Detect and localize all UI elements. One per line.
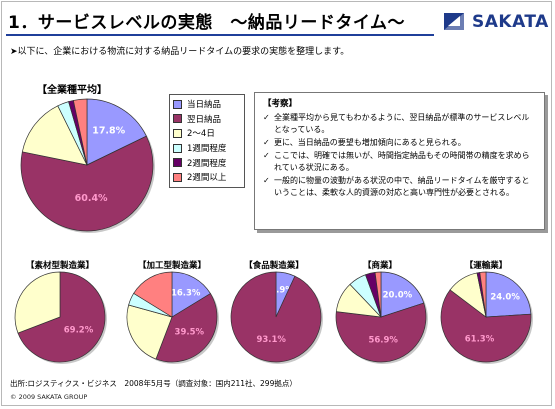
pie-slice — [171, 271, 211, 318]
legend-label: 当日納品 — [187, 100, 222, 111]
industry-label-materials: 【素材型製造業】 — [25, 261, 94, 271]
pie-slice — [440, 289, 532, 363]
note-text: 全業種平均から見てもわかるように、翌日納品が標準のサービスレベルとなっている。 — [274, 113, 530, 134]
chart-legend: 当日納品 翌日納品 2～4日 1週間程度 2週間程度 2週間以上 — [169, 94, 245, 188]
pie-slice — [133, 271, 173, 318]
pie-slice — [479, 271, 487, 318]
legend-label: 2週間以上 — [187, 173, 227, 184]
check-icon: ✓ — [263, 113, 270, 122]
pie-slice — [17, 271, 106, 363]
pie-slice — [230, 271, 322, 363]
pie-data-label: 39.5% — [175, 327, 205, 337]
industry-label-transport: 【運輸業】 — [464, 261, 508, 271]
pie-slice — [86, 98, 147, 166]
note-item: ✓ 全業種平均から見てもわかるように、翌日納品が標準のサービスレベルとなっている。 — [263, 112, 536, 136]
analysis-note-box: 【考察】 ✓ 全業種平均から見てもわかるように、翌日納品が標準のサービスレベルとな… — [254, 92, 545, 230]
pie-data-label: 56.9% — [368, 335, 398, 345]
industry-label-commerce: 【商業】 — [362, 261, 397, 271]
pie-data-label: 24.0% — [490, 293, 520, 303]
industry-label-processing: 【加工型製造業】 — [137, 261, 206, 271]
pie-chart: 24.0% 61.3% — [440, 271, 533, 364]
pie-data-label: 17.8% — [92, 126, 125, 137]
legend-swatch — [173, 128, 182, 138]
sakata-logo-icon — [444, 13, 464, 30]
note-text: ここでは、明確では無いが、時間指定納品もその時間帯の精度を求められている状況にあ… — [274, 151, 530, 172]
legend-swatch — [173, 172, 182, 182]
pie-chart: 20.0% 56.9% — [335, 271, 428, 364]
pie-data-label: 16.3% — [171, 289, 201, 299]
legend-label: 2週間程度 — [187, 158, 227, 169]
legend-swatch — [173, 114, 182, 124]
legend-swatch — [173, 99, 182, 109]
legend-label: 翌日納品 — [187, 114, 222, 125]
pie-slice — [335, 302, 427, 363]
title-underline — [6, 34, 434, 36]
pie-slice — [485, 271, 532, 318]
pie-data-label: 60.4% — [75, 193, 108, 204]
legend-item: 2～4日 — [173, 126, 241, 141]
pie-data-label: 6.9% — [270, 286, 294, 296]
pie-data-label: 69.2% — [64, 326, 94, 336]
check-icon: ✓ — [263, 176, 270, 185]
pie-chart: 69.2% — [14, 271, 107, 364]
pie-slice — [155, 293, 218, 363]
legend-item: 当日納品 — [173, 97, 241, 112]
legend-swatch — [173, 143, 182, 153]
source-note: 出所:ロジスティクス・ビジネス 2008年5月号（調査対象：国内211社、299… — [10, 379, 297, 388]
main-pie-title: 【全業種平均】 — [37, 85, 107, 96]
note-text: 一般的に物量の波動がある状況の中で、納品リードタイムを厳守するということは、柔軟… — [274, 176, 530, 197]
note-text: 更に、当日納品の要望も増加傾向にあると見られる。 — [274, 138, 466, 147]
legend-item: 2週間以上 — [173, 170, 241, 185]
pie-slice — [374, 271, 382, 318]
note-heading: 【考察】 — [263, 99, 298, 109]
legend-item: 翌日納品 — [173, 112, 241, 127]
pie-slice — [72, 98, 88, 166]
check-icon: ✓ — [263, 151, 270, 160]
company-logo-text: SAKATA — [472, 12, 549, 32]
pie-slice — [20, 135, 154, 232]
check-icon: ✓ — [263, 138, 270, 147]
legend-swatch — [173, 158, 182, 168]
copyright: © 2009 SAKATA GROUP — [10, 393, 88, 401]
pie-chart: 16.3% 39.5% — [126, 271, 219, 364]
pie-slice — [126, 304, 173, 360]
pie-slice — [14, 271, 61, 334]
legend-label: 2～4日 — [187, 129, 215, 140]
note-item: ✓ 一般的に物量の波動がある状況の中で、納品リードタイムを厳守するということは、柔… — [263, 175, 536, 199]
pie-slice — [21, 105, 88, 166]
industry-label-food: 【食品製造業】 — [244, 261, 304, 271]
legend-item: 1週間程度 — [173, 141, 241, 156]
pie-chart: 17.8% 60.4% — [20, 98, 155, 233]
pie-slice — [380, 271, 425, 318]
legend-item: 2週間程度 — [173, 155, 241, 170]
pie-chart: 6.9% 93.1% — [230, 271, 323, 364]
pie-data-label: 93.1% — [256, 335, 286, 345]
note-item: ✓ ここでは、明確では無いが、時間指定納品もその時間帯の精度を求められている状況に… — [263, 150, 536, 174]
pie-data-label: 20.0% — [383, 290, 413, 300]
slide-title: 1．サービスレベルの実態 ～納品リードタイム～ — [8, 13, 405, 33]
legend-label: 1週間程度 — [187, 144, 227, 155]
pie-data-label: 61.3% — [465, 335, 495, 345]
note-item: ✓ 更に、当日納品の要望も増加傾向にあると見られる。 — [263, 137, 536, 149]
intro-text: ➤以下に、企業における物流に対する納品リードタイムの要求の実態を整理します。 — [10, 47, 350, 57]
